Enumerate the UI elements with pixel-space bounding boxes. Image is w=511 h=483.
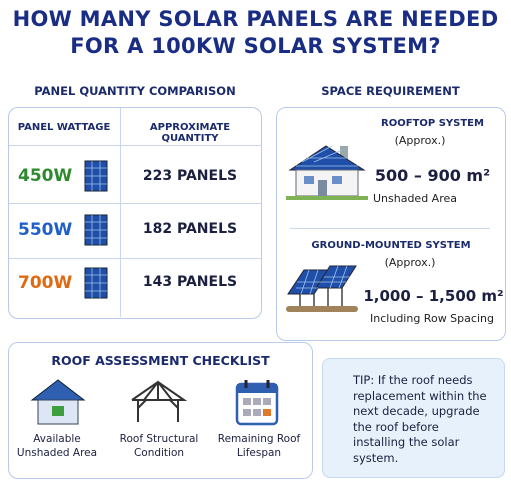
ground-panels-icon [286,265,358,312]
column-divider [120,108,121,317]
section-heading: SPACE REQUIREMENT [321,84,460,98]
calendar-icon [235,380,279,426]
panel-icon [84,267,108,299]
column-header: APPROXIMATE QUANTITY [149,122,231,144]
row-divider [9,203,261,204]
area: 500 – 900 m² [374,166,491,185]
section-heading: ROOF ASSESSMENT CHECKLIST [51,353,270,368]
tip: TIP: If the roof needs replacement withi… [322,358,505,478]
rooftop-house-icon [286,145,368,200]
checklist-item: Available Unshaded Area [16,433,98,459]
truss-icon [131,380,188,422]
approx-note: (Approx.) [394,134,446,147]
panel-icon [84,214,108,246]
area-detail: Including Row Spacing [370,312,494,325]
row-divider [9,145,261,146]
system-title: GROUND-MOUNTED SYSTEM [311,240,471,251]
column-header: PANEL WATTAGE [17,122,111,133]
panel-icon [84,160,108,192]
divider [290,228,490,229]
checklist-item: Roof Structural Condition [119,433,199,459]
title: HOW MANY SOLAR PANELS ARE NEEDED FOR A 1… [12,7,499,58]
quantity: 182 PANELS [142,221,238,237]
wattage: 550W [18,220,73,240]
checklist-item: Remaining Roof Lifespan [217,433,301,459]
wattage: 700W [18,273,73,293]
row-divider [9,258,261,259]
quantity: 223 PANELS [142,168,238,184]
section-heading: PANEL QUANTITY COMPARISON [34,84,236,98]
house-icon [30,379,86,425]
quantity: 143 PANELS [142,274,238,290]
approx-note: (Approx.) [384,256,436,269]
comparison-table [8,107,262,319]
wattage: 450W [18,166,73,186]
system-title: ROOFTOP SYSTEM [381,118,484,129]
area: 1,000 – 1,500 m² [363,287,504,305]
area-detail: Unshaded Area [372,192,457,205]
